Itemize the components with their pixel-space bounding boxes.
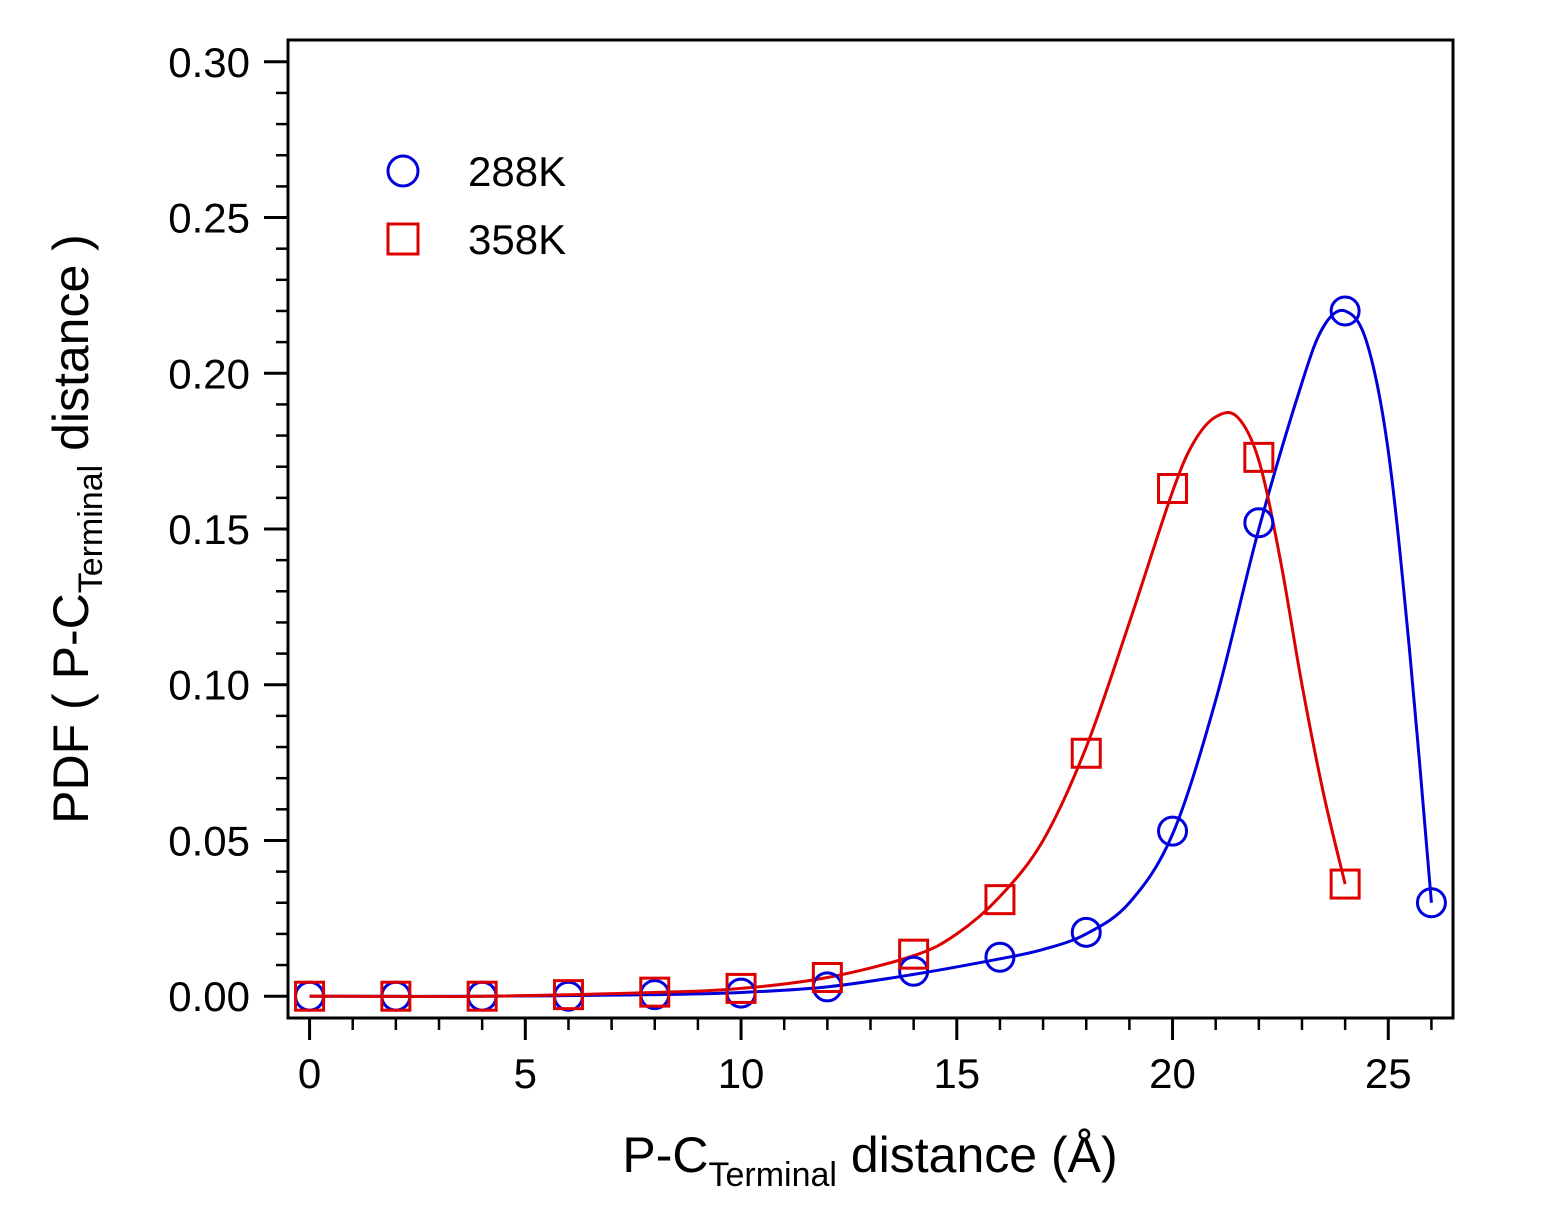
x-tick-label: 5 bbox=[514, 1050, 537, 1097]
y-tick-label: 0.30 bbox=[168, 39, 250, 86]
y-tick-label: 0.25 bbox=[168, 195, 250, 242]
data-point-358k bbox=[294, 980, 326, 1012]
fit-curve-358k bbox=[309, 411, 1347, 998]
data-point-358k bbox=[380, 980, 412, 1012]
x-tick-label: 20 bbox=[1149, 1050, 1196, 1097]
x-axis-label: P-CTerminal distance (Å) bbox=[622, 1127, 1117, 1194]
legend: 288K 358K bbox=[386, 148, 566, 263]
x-axis-label-sub: Terminal bbox=[708, 1156, 836, 1194]
x-axis-label-rest: distance (Å) bbox=[837, 1127, 1118, 1183]
data-point-358k bbox=[1070, 737, 1102, 769]
data-point-288k bbox=[1243, 507, 1275, 539]
y-axis-label: PDF ( P-CTerminal distance ) bbox=[43, 234, 110, 824]
y-axis-label-sub: Terminal bbox=[72, 465, 110, 593]
data-point-288k bbox=[898, 955, 930, 987]
legend-label-358k: 358K bbox=[468, 216, 566, 263]
x-tick-label: 15 bbox=[933, 1050, 980, 1097]
data-point-358k bbox=[898, 938, 930, 970]
legend-label-288k: 288K bbox=[468, 148, 566, 195]
legend-circle-marker bbox=[386, 154, 420, 188]
data-markers bbox=[294, 295, 1447, 1012]
data-point-358k bbox=[984, 884, 1016, 916]
y-tick-label: 0.05 bbox=[168, 817, 250, 864]
axis-ticks bbox=[264, 60, 1433, 1040]
data-point-358k bbox=[1329, 868, 1361, 900]
data-point-358k bbox=[639, 976, 671, 1008]
data-point-358k bbox=[725, 972, 757, 1004]
tick-labels: 0 5 10 15 20 25 0.00 0.05 0.10 0.15 0.20 0.25 0.30 bbox=[168, 39, 1411, 1097]
x-tick-label: 25 bbox=[1365, 1050, 1412, 1097]
x-tick-label: 0 bbox=[298, 1050, 321, 1097]
data-point-358k bbox=[552, 979, 584, 1011]
y-tick-label: 0.10 bbox=[168, 662, 250, 709]
data-point-288k bbox=[1070, 916, 1102, 948]
legend-square-marker bbox=[386, 222, 420, 256]
data-point-358k bbox=[811, 962, 843, 994]
y-tick-label: 0.00 bbox=[168, 973, 250, 1020]
fit-curves bbox=[309, 308, 1433, 998]
data-point-288k bbox=[1157, 815, 1189, 847]
data-point-288k bbox=[1329, 295, 1361, 327]
data-point-358k bbox=[1157, 473, 1189, 505]
x-tick-label: 10 bbox=[718, 1050, 765, 1097]
data-point-358k bbox=[466, 980, 498, 1012]
y-axis-label-main: PDF ( P-C bbox=[43, 593, 99, 824]
fit-curve-288k bbox=[309, 308, 1433, 998]
data-point-288k bbox=[984, 941, 1016, 973]
y-tick-label: 0.15 bbox=[168, 506, 250, 553]
data-point-358k bbox=[1243, 441, 1275, 473]
y-axis-label-rest: distance ) bbox=[43, 234, 99, 465]
plot-frame bbox=[286, 38, 1455, 1020]
y-tick-label: 0.20 bbox=[168, 350, 250, 397]
x-axis-label-main: P-C bbox=[622, 1127, 708, 1183]
data-point-288k bbox=[1415, 887, 1447, 919]
